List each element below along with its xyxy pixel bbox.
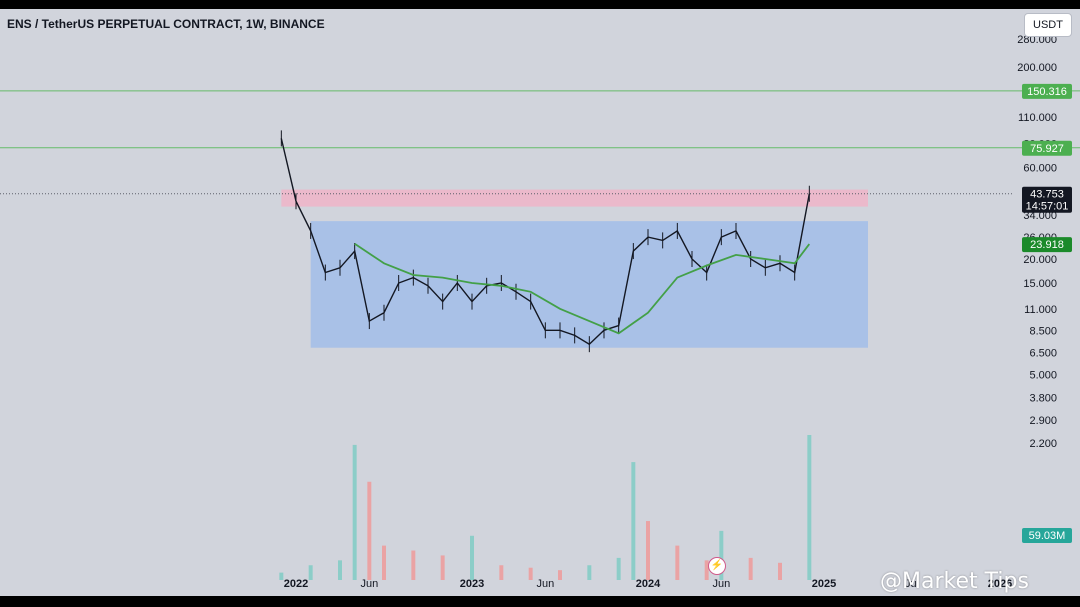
- volume-bar: [719, 530, 724, 580]
- volume-bar: [411, 550, 416, 580]
- volume-bar: [616, 557, 621, 580]
- volume-bar: [308, 565, 313, 580]
- watermark: @Market Tips: [880, 569, 1029, 594]
- price-tick-label: 8.500: [1029, 325, 1057, 337]
- currency-button[interactable]: USDT: [1024, 13, 1072, 37]
- volume-bar: [367, 481, 372, 580]
- volume-bar: [704, 560, 709, 580]
- last-price-badge: 43.753: [1030, 189, 1064, 201]
- volume-bar: [440, 555, 445, 580]
- price-tick-label: 200.000: [1017, 62, 1057, 74]
- volume-bar: [646, 521, 650, 580]
- level-badge-75: 75.927: [1030, 143, 1064, 155]
- price-tick-label: 2.900: [1029, 415, 1057, 427]
- time-axis-label: Jun: [712, 578, 730, 590]
- price-tick-label: 11.000: [1024, 304, 1057, 316]
- volume-bar: [499, 565, 504, 580]
- time-axis-label: Jun: [360, 578, 378, 590]
- price-tick-label: 60.000: [1023, 162, 1057, 174]
- price-chart[interactable]: 280.000200.000110.00080.00060.00034.0002…: [0, 9, 1080, 596]
- level-badge-150: 150.316: [1027, 86, 1067, 98]
- time-axis-label: Jun: [536, 578, 554, 590]
- price-tick-label: 5.000: [1029, 370, 1057, 382]
- time-axis-label: 2023: [460, 578, 484, 590]
- chart-frame[interactable]: 280.000200.000110.00080.00060.00034.0002…: [0, 9, 1080, 596]
- price-tick-label: 15.000: [1023, 278, 1057, 290]
- volume-bar: [778, 562, 782, 580]
- lightning-icon[interactable]: ⚡: [708, 557, 726, 575]
- ma-badge: 23.918: [1030, 239, 1064, 251]
- volume-bar: [338, 560, 342, 580]
- volume-bar: [558, 570, 562, 580]
- last-price-badge-countdown: 14:57:01: [1026, 201, 1069, 213]
- volume-bar: [748, 557, 753, 580]
- price-tick-label: 3.800: [1029, 392, 1057, 404]
- volume-badge: 59.03M: [1029, 530, 1066, 542]
- price-tick-label: 280.000: [1017, 34, 1057, 46]
- time-axis-label: 2026: [988, 578, 1012, 590]
- time-axis-label: 2022: [284, 578, 308, 590]
- resistance-zone: [281, 189, 868, 207]
- last-price-badge-bg: [1022, 186, 1072, 213]
- level-badge-150-bg: [1022, 83, 1072, 99]
- volume-bar: [382, 545, 386, 580]
- volume-bar: [352, 444, 357, 580]
- price-tick-label: 2.200: [1029, 438, 1057, 450]
- volume-bar: [470, 535, 474, 580]
- level-badge-75-bg: [1022, 140, 1072, 156]
- time-axis-label: Jul: [905, 578, 919, 590]
- price-tick-label: 34.000: [1023, 210, 1057, 222]
- volume-bar: [631, 462, 636, 580]
- ma-badge-bg: [1022, 237, 1072, 253]
- volume-bar: [528, 567, 533, 580]
- volume-bar: [587, 565, 592, 580]
- range-zone: [310, 221, 869, 348]
- time-axis-label: 2024: [636, 578, 661, 590]
- time-axis-label: 2025: [812, 578, 836, 590]
- price-tick-label: 6.500: [1029, 348, 1057, 360]
- volume-bar: [279, 572, 284, 580]
- price-tick-label: 110.000: [1018, 112, 1057, 124]
- volume-bar: [675, 545, 680, 580]
- chart-title: ENS / TetherUS PERPETUAL CONTRACT, 1W, B…: [7, 17, 325, 31]
- ma-line: [354, 243, 811, 335]
- volume-badge-bg: [1022, 528, 1072, 543]
- volume-bar: [807, 435, 812, 580]
- price-tick-label: 20.000: [1023, 254, 1057, 266]
